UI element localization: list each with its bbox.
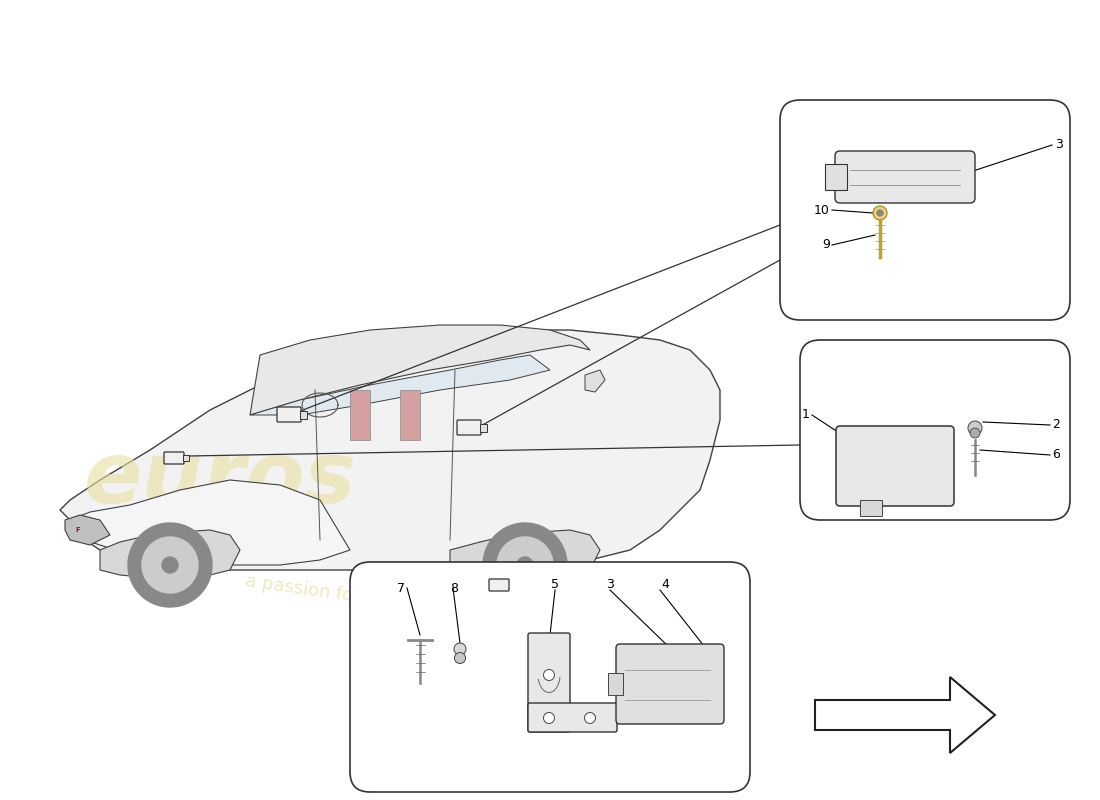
- Text: 3: 3: [606, 578, 614, 591]
- Circle shape: [162, 557, 178, 573]
- Text: 10: 10: [814, 203, 830, 217]
- FancyBboxPatch shape: [835, 151, 975, 203]
- FancyBboxPatch shape: [480, 424, 487, 432]
- Text: a passion for parts since 1995: a passion for parts since 1995: [244, 572, 516, 628]
- Text: 4: 4: [661, 578, 669, 591]
- Circle shape: [970, 428, 980, 438]
- FancyBboxPatch shape: [836, 426, 954, 506]
- Text: 9: 9: [822, 238, 830, 251]
- Polygon shape: [400, 390, 420, 440]
- Polygon shape: [350, 390, 370, 440]
- Text: 8: 8: [450, 582, 458, 594]
- FancyBboxPatch shape: [528, 703, 617, 732]
- FancyBboxPatch shape: [608, 673, 623, 695]
- Text: 3: 3: [1055, 138, 1063, 151]
- FancyBboxPatch shape: [780, 100, 1070, 320]
- Text: 6: 6: [1052, 449, 1060, 462]
- Polygon shape: [815, 677, 996, 753]
- Circle shape: [497, 537, 553, 593]
- FancyBboxPatch shape: [860, 500, 882, 516]
- Polygon shape: [100, 530, 240, 578]
- Circle shape: [873, 206, 887, 220]
- FancyBboxPatch shape: [277, 407, 301, 422]
- Circle shape: [454, 643, 466, 655]
- Circle shape: [483, 523, 566, 607]
- Text: euros: euros: [84, 438, 356, 522]
- Circle shape: [517, 557, 534, 573]
- FancyBboxPatch shape: [300, 411, 307, 419]
- Polygon shape: [250, 325, 590, 415]
- Circle shape: [543, 670, 554, 681]
- FancyBboxPatch shape: [350, 562, 750, 792]
- Polygon shape: [450, 530, 600, 578]
- Circle shape: [128, 523, 212, 607]
- Circle shape: [543, 713, 554, 723]
- Text: 2: 2: [1052, 418, 1060, 431]
- Polygon shape: [250, 355, 550, 415]
- Text: F: F: [76, 527, 80, 533]
- FancyBboxPatch shape: [825, 164, 847, 190]
- Polygon shape: [585, 370, 605, 392]
- FancyBboxPatch shape: [183, 455, 189, 461]
- Circle shape: [877, 210, 883, 216]
- Text: 5: 5: [551, 578, 559, 591]
- FancyBboxPatch shape: [616, 644, 724, 724]
- Text: 1: 1: [802, 409, 810, 422]
- FancyBboxPatch shape: [456, 420, 481, 435]
- Circle shape: [584, 713, 595, 723]
- Polygon shape: [65, 515, 110, 545]
- Polygon shape: [60, 330, 720, 570]
- FancyBboxPatch shape: [800, 340, 1070, 520]
- FancyBboxPatch shape: [528, 633, 570, 732]
- Polygon shape: [70, 480, 350, 565]
- Text: 7: 7: [397, 582, 405, 594]
- FancyBboxPatch shape: [490, 579, 509, 591]
- Circle shape: [968, 421, 982, 435]
- FancyBboxPatch shape: [164, 452, 184, 464]
- Circle shape: [142, 537, 198, 593]
- Circle shape: [454, 653, 465, 663]
